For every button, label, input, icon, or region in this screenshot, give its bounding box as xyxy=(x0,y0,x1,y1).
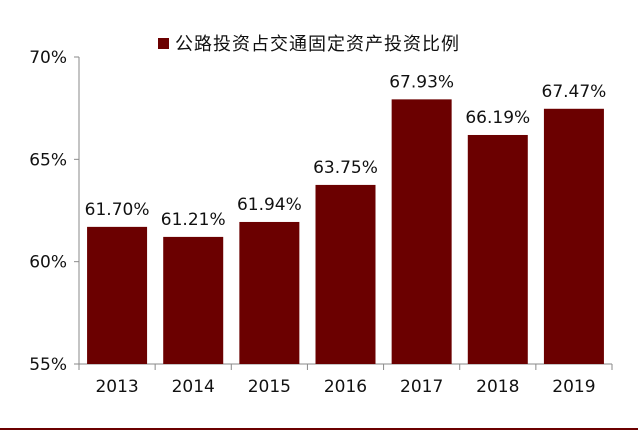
data-label: 66.19% xyxy=(465,108,530,128)
bar xyxy=(87,226,148,364)
bar xyxy=(543,108,604,364)
bar xyxy=(315,184,376,364)
y-tick-label: 65% xyxy=(29,150,67,170)
x-tick-label: 2014 xyxy=(172,377,215,397)
data-label: 61.70% xyxy=(85,200,150,220)
data-label: 61.94% xyxy=(237,195,302,215)
data-label: 67.93% xyxy=(389,72,454,92)
y-tick-label: 55% xyxy=(29,355,67,375)
data-label: 61.21% xyxy=(161,210,226,230)
x-tick-label: 2016 xyxy=(324,377,367,397)
bottom-rule xyxy=(0,428,638,430)
x-tick-label: 2018 xyxy=(476,377,519,397)
x-tick-label: 2013 xyxy=(95,377,138,397)
bar xyxy=(163,236,224,364)
legend-swatch xyxy=(158,37,169,49)
legend: 公路投资占交通固定资产投资比例 xyxy=(158,30,460,56)
bar xyxy=(239,221,300,364)
y-tick-label: 70% xyxy=(29,48,67,68)
data-label: 67.47% xyxy=(542,82,607,102)
x-tick-label: 2019 xyxy=(552,377,595,397)
bar xyxy=(467,134,528,364)
y-tick-label: 60% xyxy=(29,253,67,273)
x-tick-label: 2015 xyxy=(248,377,291,397)
data-label: 63.75% xyxy=(313,158,378,178)
legend-label: 公路投资占交通固定资产投资比例 xyxy=(175,34,460,55)
x-tick-label: 2017 xyxy=(400,377,443,397)
bar xyxy=(391,99,452,364)
